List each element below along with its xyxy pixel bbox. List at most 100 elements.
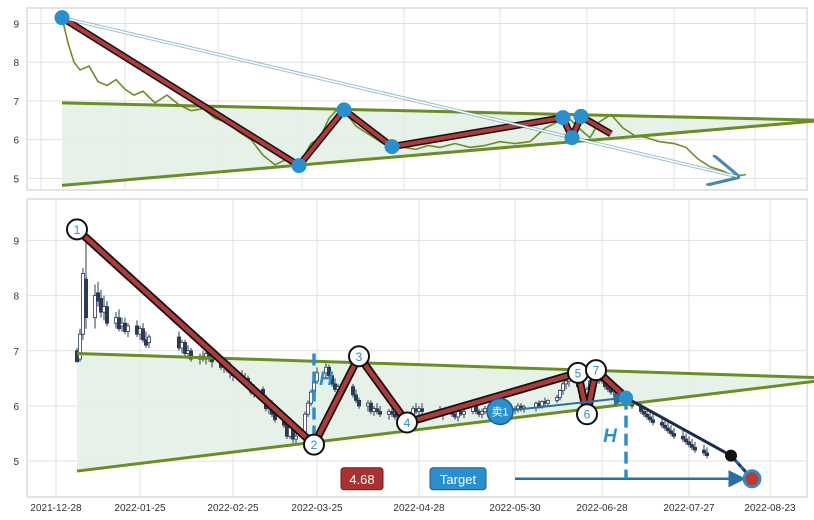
y-tick-label: 7 <box>13 97 19 108</box>
target-badge <box>429 467 487 491</box>
y-tick-label: 6 <box>13 136 19 147</box>
wave-point-label: 4 <box>404 416 411 430</box>
candle <box>461 411 466 415</box>
candle <box>555 397 560 401</box>
candle <box>546 400 551 404</box>
wave-point-circle <box>585 359 607 382</box>
candle <box>78 333 83 360</box>
wave-point-circle <box>576 403 598 426</box>
wave-point-circle <box>66 218 88 241</box>
y-tick-label: 8 <box>13 292 19 303</box>
height-label: H <box>603 426 618 447</box>
y-tick-label: 7 <box>13 347 19 358</box>
y-tick-label: 5 <box>13 457 19 468</box>
candle <box>561 383 566 391</box>
candle <box>308 391 313 404</box>
candle <box>642 411 647 415</box>
target-value-badge <box>340 467 384 491</box>
candle <box>672 433 677 437</box>
x-tick-label: 2022-08-23 <box>744 503 796 514</box>
candle <box>693 446 698 451</box>
candle <box>329 375 334 385</box>
breakout-marker <box>619 390 633 405</box>
candle <box>374 408 379 412</box>
candle <box>314 372 319 382</box>
wave-point-marker <box>54 10 70 26</box>
target-badge-text: Target <box>440 472 477 487</box>
wave-point-label: 6 <box>584 408 591 422</box>
candle <box>663 424 668 429</box>
sell-marker <box>486 397 514 426</box>
candle <box>84 278 89 319</box>
y-tick-label: 9 <box>13 19 19 30</box>
wave-point-marker <box>555 110 571 126</box>
candle <box>293 435 298 440</box>
x-tick-label: 2022-03-25 <box>291 503 343 514</box>
candle <box>564 380 569 385</box>
x-tick-label: 2022-05-30 <box>489 503 541 514</box>
projection-arrow-core <box>61 16 738 178</box>
candle <box>684 438 689 443</box>
candle <box>188 350 193 360</box>
candle <box>389 411 394 415</box>
y-tick-label: 8 <box>13 58 19 69</box>
candle <box>666 427 671 432</box>
height-label: H <box>319 369 334 390</box>
candle <box>660 422 665 426</box>
x-tick-label: 2022-01-25 <box>114 503 166 514</box>
candle <box>353 394 358 401</box>
candle <box>705 452 710 457</box>
x-tick-label: 2021-12-28 <box>30 503 82 514</box>
candle <box>702 449 707 454</box>
triangle-fill <box>62 102 814 186</box>
x-tick-label: 2022-04-28 <box>393 503 445 514</box>
y-tick-label: 9 <box>13 236 19 247</box>
detail-panel: 5 6 7 8 9 2021-12-28 2022-01-25 2022-02-25 2022-… <box>13 198 814 514</box>
wave-point-marker <box>573 108 589 124</box>
candle <box>558 390 563 399</box>
candle <box>482 408 487 412</box>
candle <box>368 402 373 412</box>
breakdown-dashed <box>730 454 753 480</box>
wave-point-label: 5 <box>575 366 582 380</box>
target-value-text: 4.68 <box>349 472 374 487</box>
candle <box>479 411 484 415</box>
wave-point-label: 1 <box>74 223 81 237</box>
wave-point-marker <box>564 130 580 146</box>
candle <box>690 444 695 448</box>
x-tick-label: 2022-07-27 <box>663 503 715 514</box>
candle <box>140 328 145 341</box>
candle <box>305 402 310 415</box>
candle <box>645 413 650 418</box>
lower-trendline <box>76 379 814 473</box>
candle <box>350 386 355 396</box>
x-tick-label: 2022-06-28 <box>576 503 628 514</box>
last-price-dot <box>725 449 737 462</box>
wave-point-circle <box>348 345 370 368</box>
candle <box>182 342 187 354</box>
wave-point-label: 2 <box>311 438 318 452</box>
wave-point-label: 7 <box>593 364 600 378</box>
candle <box>687 441 692 445</box>
candle <box>651 419 656 423</box>
candle <box>99 297 104 313</box>
candle <box>93 295 98 319</box>
upper-trendline <box>61 101 814 122</box>
x-tick-label: 2022-02-25 <box>207 503 259 514</box>
target-point-marker <box>742 469 762 489</box>
lower-trendline <box>61 119 814 187</box>
sell-label: 卖1 <box>491 405 508 418</box>
candle <box>669 430 674 434</box>
overview-panel: 5 6 7 8 9 <box>13 7 814 191</box>
candle <box>356 400 361 407</box>
candle <box>146 336 151 343</box>
upper-trendline <box>76 352 814 380</box>
candle <box>681 435 686 440</box>
candle <box>377 411 382 415</box>
y-tick-label: 5 <box>13 174 19 185</box>
wave-point-marker <box>291 158 307 174</box>
candle <box>326 366 331 376</box>
candle <box>96 292 101 302</box>
wave-point-marker <box>384 139 400 155</box>
